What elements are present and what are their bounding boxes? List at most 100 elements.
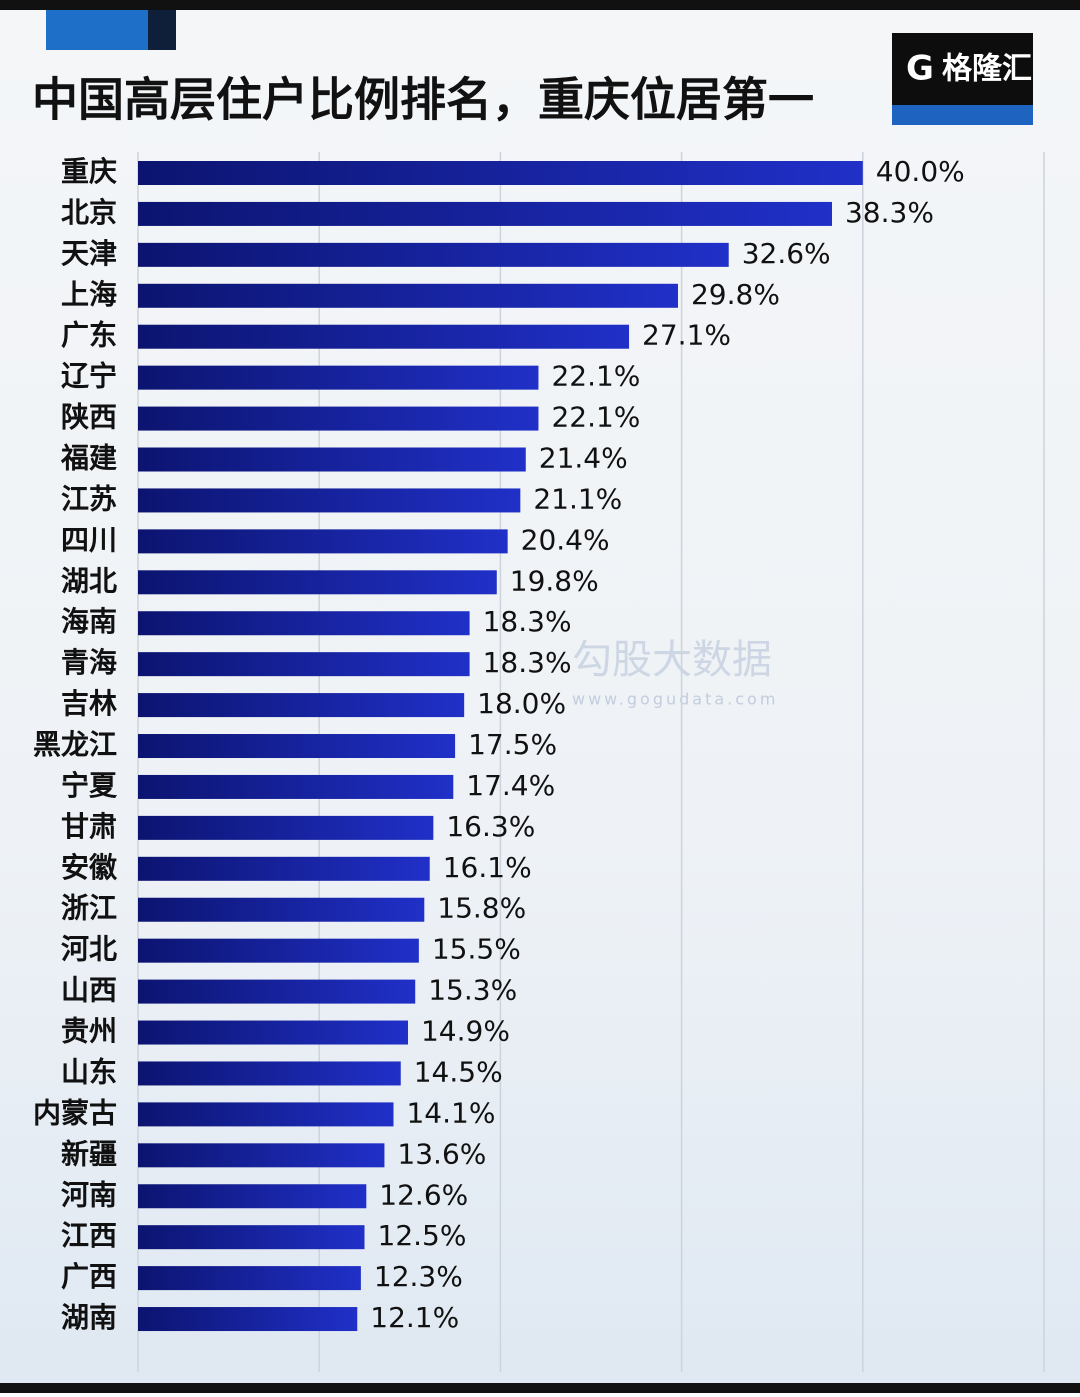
category-label: 河南	[61, 1178, 117, 1211]
value-label: 22.1%	[551, 360, 640, 393]
bar	[138, 734, 456, 759]
value-label: 15.8%	[437, 892, 526, 925]
bar	[138, 529, 508, 554]
category-label: 贵州	[61, 1015, 117, 1048]
plot: 重庆 40.0% 北京 38.3% 天津 32.6% 上海 29.8% 广东 27.1% 辽宁 22.…	[33, 152, 1045, 1372]
bar	[138, 283, 678, 308]
bar	[138, 774, 454, 799]
category-label: 陕西	[61, 401, 117, 434]
value-label: 38.3%	[845, 196, 934, 229]
bar	[138, 406, 539, 431]
category-label: 天津	[61, 237, 117, 270]
bar	[138, 324, 630, 349]
value-label: 21.4%	[539, 442, 628, 475]
logo-icon: G	[906, 49, 934, 89]
bar	[138, 242, 729, 267]
bar	[138, 693, 465, 718]
header-block	[46, 10, 148, 50]
category-label: 广西	[61, 1260, 117, 1293]
bar	[138, 938, 419, 963]
bar	[138, 488, 521, 513]
category-label: 辽宁	[61, 360, 117, 393]
value-label: 32.6%	[742, 237, 831, 270]
bar	[138, 1020, 408, 1045]
bar	[138, 897, 425, 922]
category-label: 海南	[61, 605, 117, 638]
value-label: 17.4%	[466, 769, 555, 802]
value-label: 16.3%	[446, 810, 535, 843]
value-label: 14.9%	[421, 1015, 510, 1048]
bar	[138, 979, 416, 1004]
category-label: 青海	[61, 646, 117, 679]
bar	[138, 856, 430, 881]
value-label: 14.5%	[414, 1055, 503, 1088]
bar	[138, 1266, 361, 1291]
value-label: 18.3%	[483, 646, 572, 679]
category-label: 黑龙江	[33, 728, 117, 761]
bar	[138, 1061, 401, 1086]
category-label: 江苏	[61, 482, 117, 515]
category-label: 江西	[61, 1219, 117, 1252]
bar	[138, 201, 832, 226]
value-label: 14.1%	[406, 1096, 495, 1129]
category-label: 湖南	[61, 1301, 117, 1334]
bar	[138, 161, 863, 185]
bar	[138, 1102, 394, 1127]
category-label: 安徽	[61, 851, 118, 884]
category-label: 上海	[61, 278, 117, 311]
bar	[138, 652, 470, 677]
bar	[138, 611, 470, 636]
category-label: 甘肃	[61, 810, 117, 843]
category-label: 四川	[61, 523, 117, 556]
category-label: 福建	[60, 442, 117, 475]
value-label: 20.4%	[521, 523, 610, 556]
logo-strip	[892, 105, 1033, 125]
value-label: 13.6%	[397, 1137, 486, 1170]
bar	[138, 1184, 367, 1209]
value-label: 15.3%	[428, 974, 517, 1007]
bar	[138, 365, 539, 390]
logo-text: 格隆汇	[942, 52, 1032, 87]
value-label: 17.5%	[468, 728, 557, 761]
bar	[138, 815, 434, 840]
value-label: 12.3%	[374, 1260, 463, 1293]
value-label: 15.5%	[432, 933, 521, 966]
value-label: 12.6%	[379, 1178, 468, 1211]
value-label: 29.8%	[691, 278, 780, 311]
value-label: 12.5%	[378, 1219, 467, 1252]
value-label: 12.1%	[370, 1301, 459, 1334]
category-label: 广东	[61, 319, 117, 352]
value-label: 27.1%	[642, 319, 731, 352]
top-strip	[0, 0, 1080, 10]
bottom-strip	[0, 1383, 1080, 1393]
value-label: 18.3%	[483, 605, 572, 638]
category-label: 内蒙古	[33, 1096, 117, 1129]
category-label: 河北	[61, 933, 117, 966]
watermark: 勾股大数据	[572, 637, 772, 683]
category-label: 吉林	[61, 687, 117, 720]
bar	[138, 570, 497, 595]
category-label: 重庆	[61, 155, 117, 188]
category-label: 山东	[61, 1055, 117, 1088]
value-label: 16.1%	[443, 851, 532, 884]
value-label: 40.0%	[876, 155, 965, 188]
bar	[138, 447, 526, 472]
watermark-url: www.gogudata.com	[572, 690, 778, 709]
header-block-dark	[148, 10, 176, 50]
bar	[138, 1225, 365, 1250]
category-label: 山西	[61, 974, 117, 1007]
category-label: 湖北	[61, 564, 117, 597]
category-label: 宁夏	[61, 769, 118, 802]
value-label: 18.0%	[477, 687, 566, 720]
bar	[138, 1143, 385, 1168]
value-label: 22.1%	[551, 401, 640, 434]
bar	[138, 1307, 358, 1332]
category-label: 北京	[61, 196, 117, 229]
chart-title: 中国高层住户比例排名，重庆位居第一	[32, 73, 814, 127]
value-label: 21.1%	[533, 482, 622, 515]
category-label: 新疆	[61, 1137, 117, 1170]
category-label: 浙江	[61, 892, 117, 925]
value-label: 19.8%	[510, 564, 599, 597]
